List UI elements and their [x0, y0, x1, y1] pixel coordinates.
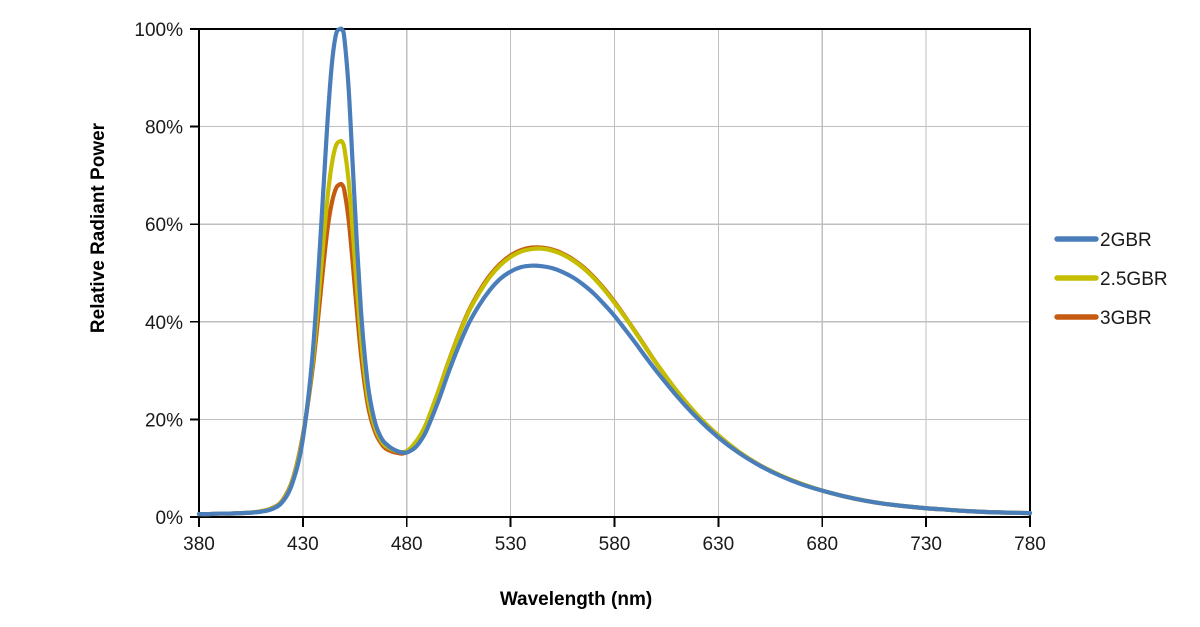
x-tick-label: 530 [495, 534, 527, 555]
x-tick-label: 480 [391, 534, 423, 555]
x-axis-title: Wavelength (nm) [500, 589, 652, 610]
x-tick-label: 630 [703, 534, 735, 555]
y-tick-label: 40% [145, 313, 183, 334]
y-tick-label: 20% [145, 410, 183, 431]
data-series-group [196, 26, 1033, 517]
y-tick-label: 100% [134, 20, 183, 41]
legend-label-2-5gbr: 2.5GBR [1100, 269, 1168, 290]
legend-label-3gbr: 3GBR [1100, 308, 1152, 329]
x-tick-label: 580 [599, 534, 631, 555]
x-tick-label: 380 [183, 534, 215, 555]
x-axis-tick-labels: 380 430 480 530 580 630 680 730 780 [183, 534, 1046, 555]
x-tick-label: 430 [287, 534, 319, 555]
x-tick-label: 730 [910, 534, 942, 555]
x-tick-label: 780 [1014, 534, 1046, 555]
legend-label-2gbr: 2GBR [1100, 230, 1152, 251]
series-line-2gbr [196, 26, 1033, 517]
x-axis-ticks [198, 517, 1031, 527]
y-tick-label: 60% [145, 215, 183, 236]
y-tick-label: 0% [156, 508, 184, 529]
y-axis-tick-labels: 0% 20% 40% 60% 80% 100% [134, 20, 183, 529]
y-axis-ticks [190, 28, 199, 518]
legend: 2GBR 2.5GBR 3GBR [1054, 230, 1168, 329]
y-tick-label: 80% [145, 118, 183, 139]
x-tick-label: 680 [806, 534, 838, 555]
y-axis-title: Relative Radiant Power [88, 122, 109, 333]
gridlines-vertical [302, 29, 927, 517]
